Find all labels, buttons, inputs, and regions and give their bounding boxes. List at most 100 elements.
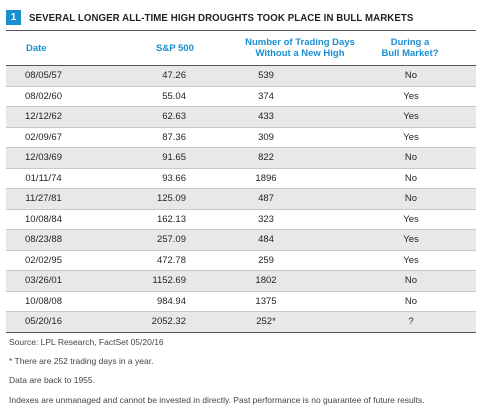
cell-date: 02/09/67: [6, 127, 81, 148]
cell-date-value: 08/23/88: [25, 234, 62, 246]
cell-trading-days-value: 433: [258, 111, 274, 123]
cell-date-value: 11/27/81: [25, 193, 62, 205]
cell-bull-market-value: Yes: [403, 234, 419, 246]
cell-sp500: 162.13: [81, 209, 186, 230]
cell-date-value: 08/02/60: [25, 90, 62, 102]
table-row: 10/08/08 984.94 1375 No: [6, 291, 476, 312]
cell-trading-days: 252*: [186, 311, 346, 333]
cell-sp500: 93.66: [81, 168, 186, 189]
cell-sp500-value: 984.94: [156, 295, 186, 307]
cell-date-value: 01/11/74: [25, 172, 62, 184]
cell-date: 01/11/74: [6, 168, 81, 189]
cell-bull-market-value: Yes: [403, 131, 419, 143]
column-header-sp500: S&P 500: [156, 43, 194, 54]
cell-date-value: 02/02/95: [25, 254, 62, 266]
cell-trading-days-value: 487: [258, 193, 274, 205]
source-note: Source: LPL Research, FactSet 05/20/16: [9, 337, 164, 347]
cell-date-value: 10/08/84: [25, 213, 62, 225]
column-header-date: Date: [26, 43, 47, 54]
cell-trading-days-value: 252*: [256, 316, 276, 328]
cell-bull-market: No: [346, 188, 476, 210]
cell-date: 10/08/84: [6, 209, 81, 230]
cell-date-value: 03/26/01: [25, 275, 62, 287]
cell-sp500-value: 2052.32: [151, 316, 186, 328]
cell-date: 08/02/60: [6, 86, 81, 107]
cell-date: 03/26/01: [6, 270, 81, 292]
cell-bull-market-value: No: [404, 172, 418, 184]
cell-trading-days: 309: [186, 127, 346, 148]
cell-trading-days: 1375: [186, 291, 346, 312]
cell-bull-market: No: [346, 147, 476, 169]
cell-date-value: 12/03/69: [25, 152, 62, 164]
cell-date-value: 05/20/16: [25, 316, 62, 328]
cell-bull-market: No: [346, 66, 476, 87]
cell-trading-days: 484: [186, 229, 346, 251]
cell-bull-market-value: Yes: [403, 213, 419, 225]
cell-trading-days: 259: [186, 250, 346, 271]
table-row: 03/26/01 1152.69 1802 No: [6, 270, 476, 292]
cell-sp500-value: 125.09: [156, 193, 186, 205]
cell-trading-days-value: 259: [258, 254, 274, 266]
cell-sp500: 257.09: [81, 229, 186, 251]
table-row: 11/27/81 125.09 487 No: [6, 188, 476, 210]
cell-sp500-value: 62.63: [162, 111, 186, 123]
cell-trading-days-value: 309: [258, 131, 274, 143]
cell-date-value: 08/05/57: [25, 70, 62, 82]
cell-trading-days-value: 539: [258, 70, 274, 82]
table-row: 02/09/67 87.36 309 Yes: [6, 127, 476, 148]
cell-date: 11/27/81: [6, 188, 81, 210]
table-row: 08/02/60 55.04 374 Yes: [6, 86, 476, 107]
cell-sp500: 91.65: [81, 147, 186, 169]
cell-bull-market: No: [346, 168, 476, 189]
table-row: 10/08/84 162.13 323 Yes: [6, 209, 476, 230]
cell-trading-days-value: 822: [258, 152, 274, 164]
column-header-bull-market-line2: Bull Market?: [381, 48, 439, 59]
cell-date-value: 10/08/08: [25, 295, 62, 307]
cell-date: 05/20/16: [6, 311, 81, 333]
table-row: 08/23/88 257.09 484 Yes: [6, 229, 476, 251]
cell-trading-days-value: 1896: [255, 172, 277, 184]
cell-trading-days: 433: [186, 106, 346, 128]
cell-bull-market-value: Yes: [403, 90, 419, 102]
cell-sp500: 62.63: [81, 106, 186, 128]
table-row: 12/12/62 62.63 433 Yes: [6, 106, 476, 128]
column-header-bull-market-line1: During a: [390, 37, 430, 48]
disclaimer-note: Indexes are unmanaged and cannot be inve…: [9, 395, 425, 405]
cell-trading-days-value: 374: [258, 90, 274, 102]
cell-bull-market-value: No: [404, 70, 418, 82]
cell-bull-market-value: No: [404, 295, 418, 307]
column-header-trading-days-line2: Without a New High: [255, 48, 345, 59]
figure-number-badge: 1: [6, 10, 21, 25]
cell-date: 10/08/08: [6, 291, 81, 312]
cell-bull-market: Yes: [346, 209, 476, 230]
table-row: 01/11/74 93.66 1896 No: [6, 168, 476, 189]
column-header-bull-market: During a Bull Market?: [375, 37, 445, 59]
drought-table: 08/05/57 47.26 539 No 08/02/60 55.04 374 Yes 12/…: [6, 66, 476, 333]
cell-bull-market: Yes: [346, 106, 476, 128]
cell-bull-market-value: ?: [408, 316, 414, 328]
cell-date: 08/23/88: [6, 229, 81, 251]
top-rule: [6, 30, 476, 31]
cell-bull-market: No: [346, 291, 476, 312]
cell-trading-days: 487: [186, 188, 346, 210]
cell-sp500-value: 55.04: [162, 90, 186, 102]
cell-trading-days-value: 323: [258, 213, 274, 225]
cell-sp500: 55.04: [81, 86, 186, 107]
cell-sp500-value: 1152.69: [152, 275, 186, 287]
column-header-trading-days: Number of Trading Days Without a New Hig…: [240, 37, 360, 59]
cell-bull-market-value: Yes: [403, 254, 419, 266]
cell-trading-days-value: 1802: [255, 275, 277, 287]
header-rule: [6, 65, 476, 66]
cell-bull-market: ?: [346, 311, 476, 333]
cell-sp500-value: 257.09: [156, 234, 186, 246]
cell-trading-days-value: 484: [258, 234, 274, 246]
cell-trading-days: 822: [186, 147, 346, 169]
cell-bull-market-value: No: [404, 275, 418, 287]
column-header-sp500-label: S&P 500: [156, 43, 194, 54]
cell-sp500: 472.78: [81, 250, 186, 271]
table-row: 12/03/69 91.65 822 No: [6, 147, 476, 169]
cell-trading-days: 1896: [186, 168, 346, 189]
footnote: * There are 252 trading days in a year.: [9, 356, 154, 366]
table-row: 02/02/95 472.78 259 Yes: [6, 250, 476, 271]
cell-trading-days: 374: [186, 86, 346, 107]
